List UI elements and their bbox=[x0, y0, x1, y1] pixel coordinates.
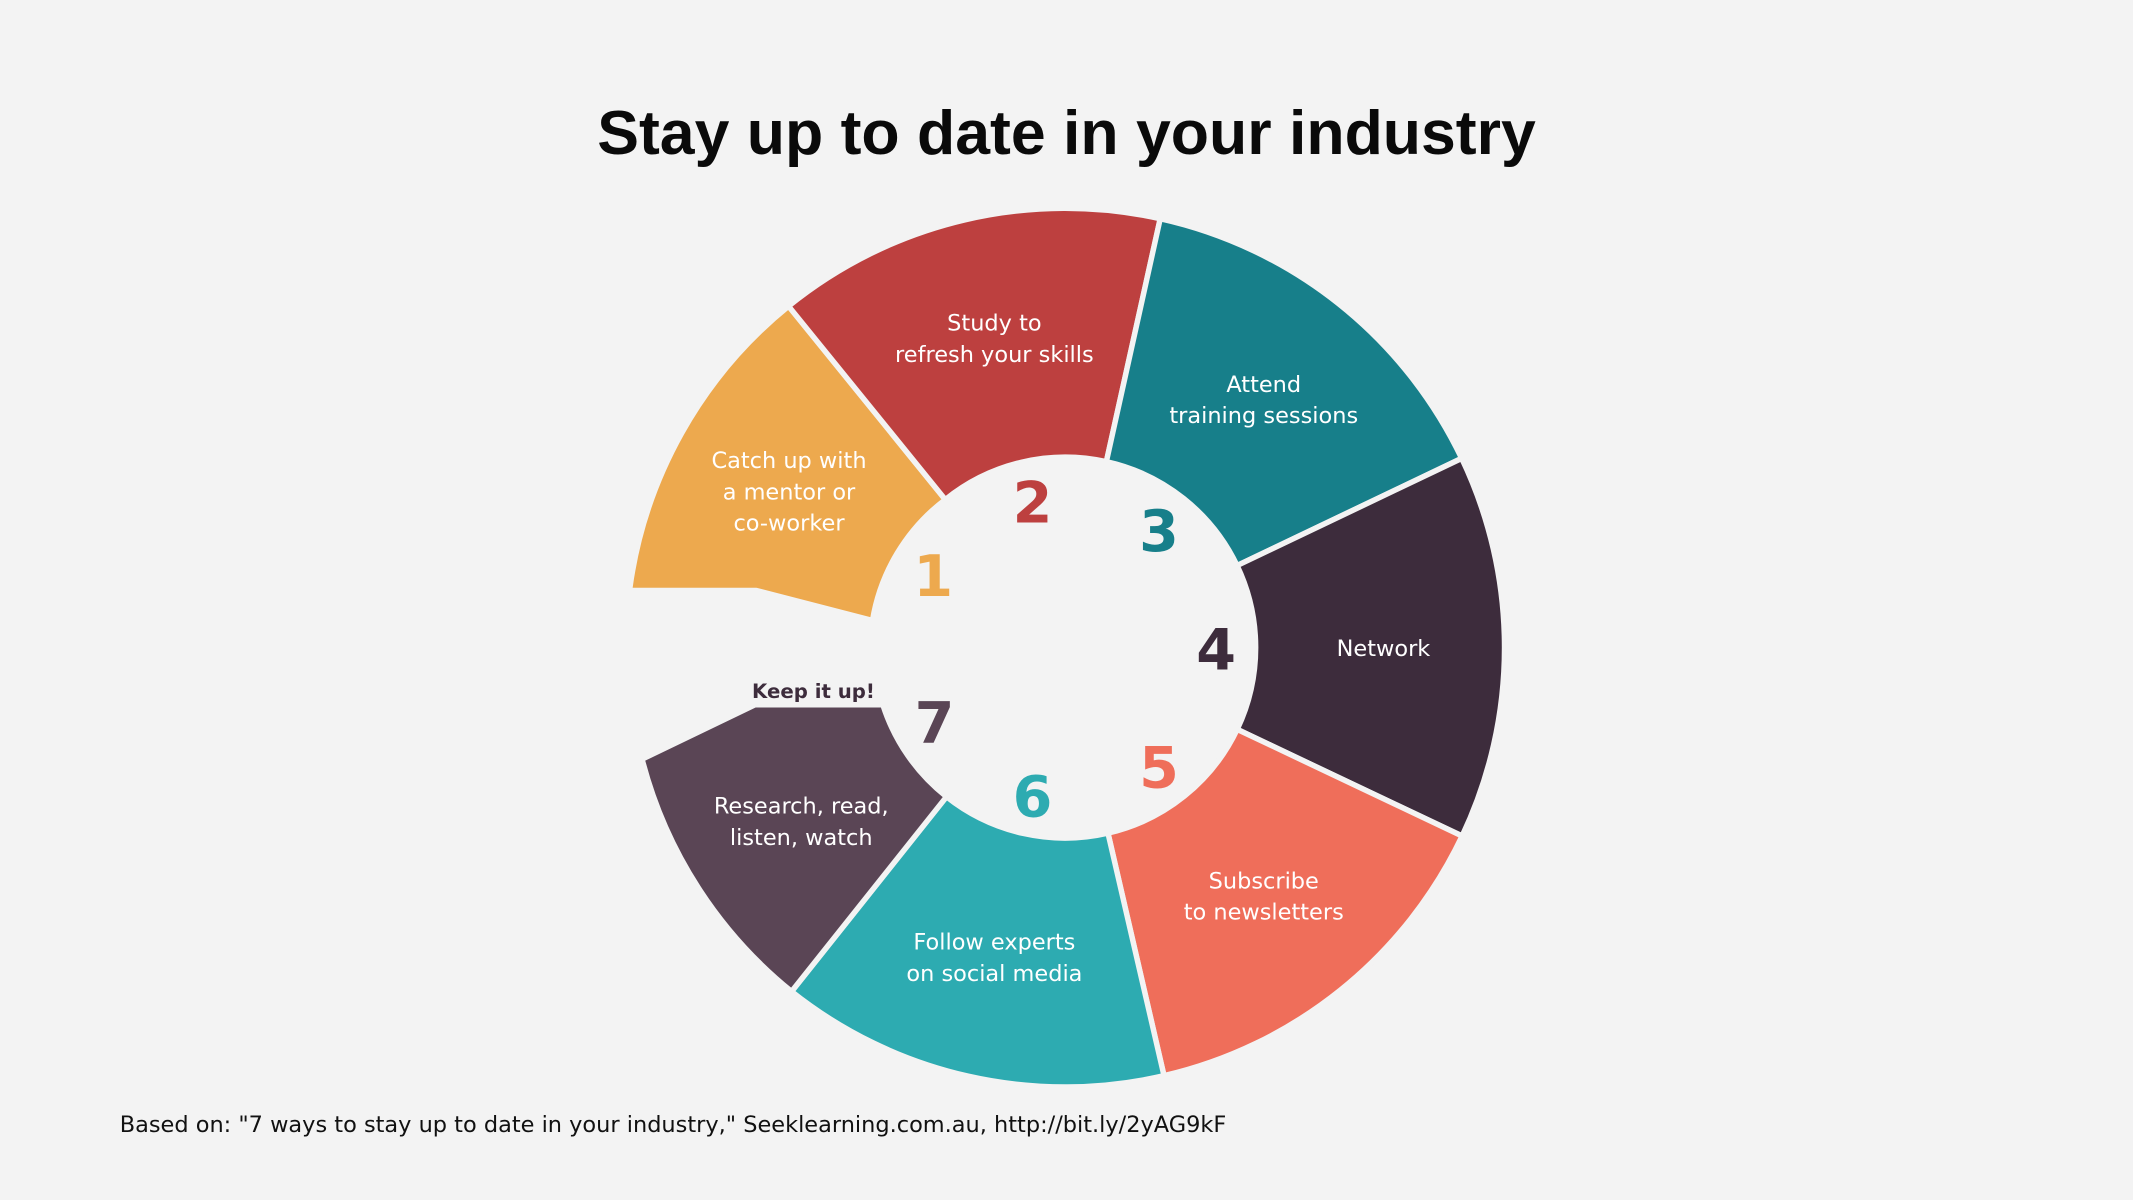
keep-it-up-callout: Keep it up! bbox=[752, 680, 875, 703]
segment-5-label: Subscribe to newsletters bbox=[1184, 868, 1344, 925]
label-line: Network bbox=[1337, 636, 1431, 662]
label-line: a mentor or bbox=[723, 479, 856, 505]
label-line: Catch up with bbox=[711, 448, 866, 474]
segment-1 bbox=[626, 303, 949, 624]
segment-5 bbox=[1105, 726, 1465, 1079]
label-line: on social media bbox=[906, 961, 1082, 987]
label-line: training sessions bbox=[1169, 403, 1358, 429]
label-line: Subscribe bbox=[1209, 868, 1319, 894]
source-footer: Based on: "7 ways to stay up to date in … bbox=[120, 1112, 1227, 1138]
segment-1-label: Catch up with a mentor or co-worker bbox=[711, 448, 866, 537]
label-line: co-worker bbox=[733, 511, 845, 537]
segment-3-label: Attend training sessions bbox=[1169, 372, 1358, 429]
label-line: listen, watch bbox=[730, 825, 873, 851]
step-number-6: 6 bbox=[1013, 764, 1053, 830]
segment-6-label: Follow experts on social media bbox=[906, 930, 1082, 987]
label-line: Research, read, bbox=[714, 794, 889, 820]
label-line: Follow experts bbox=[913, 930, 1075, 956]
segment-7-label: Research, read, listen, watch bbox=[714, 794, 889, 851]
label-line: refresh your skills bbox=[895, 342, 1094, 368]
label-line: to newsletters bbox=[1184, 900, 1344, 926]
segment-7 bbox=[639, 702, 950, 995]
label-line: Study to bbox=[947, 311, 1041, 337]
step-number-3: 3 bbox=[1139, 499, 1179, 565]
step-number-4: 4 bbox=[1196, 617, 1236, 683]
segment-4-label: Network bbox=[1337, 636, 1431, 662]
segment-6 bbox=[788, 793, 1167, 1090]
step-number-2: 2 bbox=[1013, 470, 1053, 536]
step-number-5: 5 bbox=[1139, 736, 1179, 802]
page-title: Stay up to date in your industry bbox=[597, 98, 1536, 168]
segment-2-label: Study to refresh your skills bbox=[895, 311, 1094, 368]
segment-3 bbox=[1103, 215, 1465, 569]
label-line: Attend bbox=[1226, 372, 1301, 398]
cycle-wheel bbox=[626, 205, 1508, 1090]
segment-4 bbox=[1234, 455, 1508, 839]
step-number-1: 1 bbox=[913, 544, 953, 610]
step-number-7: 7 bbox=[915, 691, 955, 757]
segment-2 bbox=[785, 205, 1163, 503]
